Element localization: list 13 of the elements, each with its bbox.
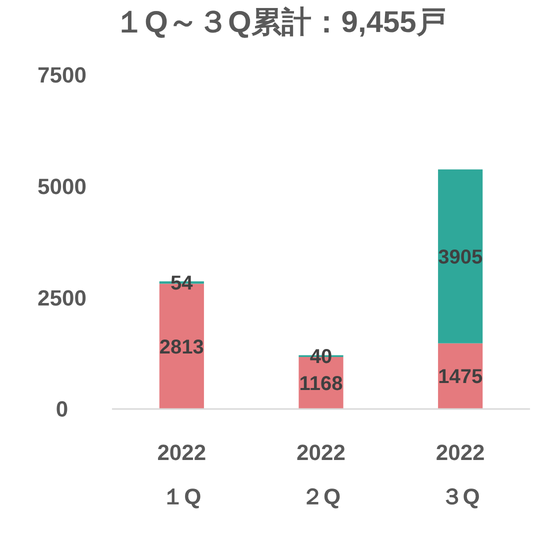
data-label: 1168 xyxy=(299,372,343,395)
data-label: 2813 xyxy=(159,336,204,358)
x-tick-label: 2022 ２Q xyxy=(296,440,346,509)
y-tick-label: 5000 xyxy=(38,174,86,200)
x-tick-label: 2022 ３Q xyxy=(436,440,485,509)
y-tick-label: 2500 xyxy=(38,285,86,310)
x-tick-label: 2022 １Q xyxy=(157,440,206,509)
y-tick-label: 7500 xyxy=(38,62,86,88)
bar xyxy=(438,169,483,344)
chart-title: １Q～３Q累計：9,455戸 xyxy=(114,6,446,39)
data-label: 3905 xyxy=(438,246,483,268)
y-tick-label: 0 xyxy=(56,396,68,422)
data-label: 1475 xyxy=(438,366,483,388)
